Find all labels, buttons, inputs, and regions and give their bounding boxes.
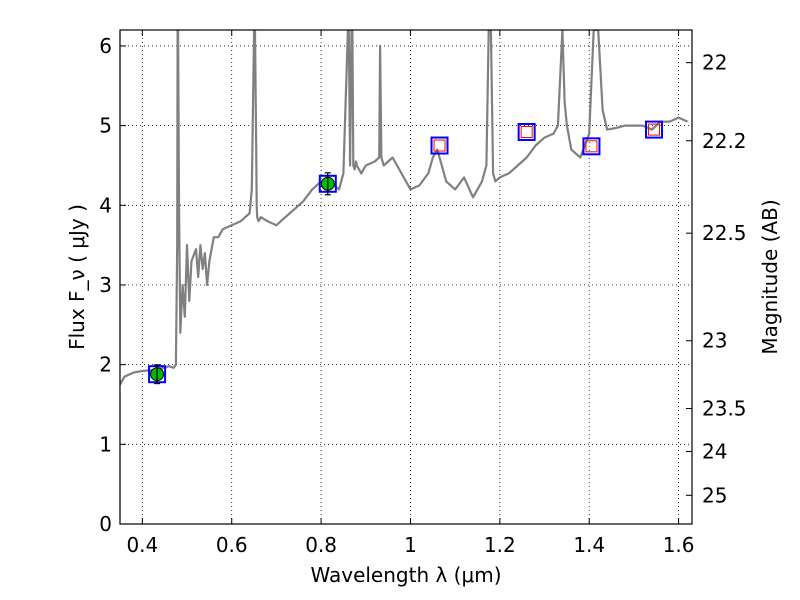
axis-ticks: 0.4 0.6 0.8 1 1.2 1.4 1.601234562222.222.52323… (99, 30, 747, 557)
right-tick-label: 23 (702, 329, 727, 353)
x-tick-label: 1.2 (484, 533, 516, 557)
x-axis-label: Wavelength λ (μm) (310, 563, 501, 587)
right-tick-label: 23.5 (702, 396, 747, 420)
upper-limit-marker (585, 140, 598, 153)
y-axis-label: Flux F_ν ( μJy ) (65, 204, 89, 350)
photometry-box (430, 136, 449, 155)
photometry-box (517, 122, 536, 141)
x-tick-label: 1.6 (663, 533, 695, 557)
y-tick-label: 4 (99, 193, 112, 217)
upper-limit-marker (520, 125, 533, 138)
y-tick-label: 1 (99, 432, 112, 456)
spectrum-series (120, 30, 688, 386)
x-tick-label: 0.8 (305, 533, 337, 557)
x-tick-label: 0.6 (216, 533, 248, 557)
y-tick-label: 5 (99, 114, 112, 138)
upper-limit-marker (433, 139, 446, 152)
y-tick-label: 0 (99, 512, 112, 536)
photometry-box (645, 120, 664, 139)
y-tick-label: 6 (99, 34, 112, 58)
right-tick-label: 24 (702, 439, 727, 463)
right-tick-label: 22.2 (702, 129, 747, 153)
right-axis-label: Magnitude (AB) (758, 199, 782, 354)
upper-limit-marker (648, 123, 661, 136)
y-tick-label: 2 (99, 353, 112, 377)
spectrum-line (120, 30, 688, 386)
plot-frame (119, 29, 693, 525)
y-tick-label: 3 (99, 273, 112, 297)
x-tick-label: 1 (404, 533, 417, 557)
right-tick-label: 22.5 (702, 221, 747, 245)
photometry-box (582, 137, 601, 156)
right-tick-label: 25 (702, 483, 727, 507)
photometry-points (148, 120, 664, 385)
x-tick-label: 1.4 (573, 533, 605, 557)
x-tick-label: 0.4 (126, 533, 158, 557)
right-tick-label: 22 (702, 51, 727, 75)
